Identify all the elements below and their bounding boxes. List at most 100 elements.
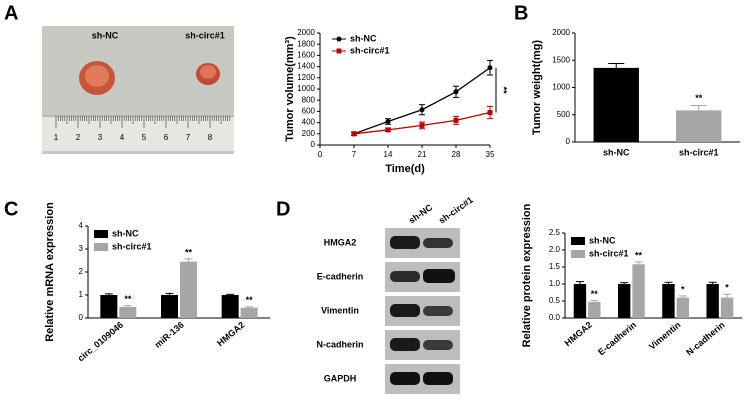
y-tick-label: 1.0 [549, 279, 561, 288]
y-tick-label: 1600 [297, 51, 315, 60]
bar [180, 261, 197, 318]
legend-label: sh-NC [589, 235, 616, 245]
bar [240, 307, 258, 318]
panel-label: A [4, 2, 18, 24]
y-tick-label: 2.0 [549, 245, 561, 254]
ruler-number: 1 [54, 133, 59, 142]
bar [100, 295, 118, 318]
significance: * [681, 284, 685, 294]
significance: ** [635, 250, 643, 260]
legend-swatch [571, 237, 585, 245]
point [487, 110, 493, 116]
y-tick-label: 500 [557, 110, 571, 119]
legend-label: sh-circ#1 [350, 45, 390, 55]
blot-row: GAPDH [324, 373, 357, 383]
point [487, 65, 493, 71]
x-tick-label: 21 [418, 150, 427, 159]
panel-label: C [4, 198, 18, 220]
bar [617, 284, 631, 318]
y-tick-label: 200 [302, 129, 316, 138]
legend-label: sh-circ#1 [112, 241, 152, 251]
y-tick-label: 0 [79, 313, 84, 322]
blot-column: sh-circ#1 [437, 195, 475, 226]
point [453, 117, 459, 123]
y-tick-label: 1 [79, 290, 84, 299]
x-tick-label: 35 [486, 150, 495, 159]
y-tick-label: 0 [566, 137, 571, 146]
blot-row: E-cadherin [317, 271, 364, 281]
y-tick-label: 2000 [297, 28, 315, 37]
blot-row: N-cadherin [316, 339, 363, 349]
y-tick-label: 1200 [297, 73, 315, 82]
bar [593, 67, 639, 142]
x-tick-label: HMGA2 [563, 320, 594, 349]
x-tick-label: 0 [318, 150, 323, 159]
ruler-number: 3 [98, 133, 103, 142]
significance: ** [124, 294, 132, 304]
legend-marker [336, 48, 342, 54]
x-tick-label: sh-NC [603, 147, 630, 157]
tumor-photo [42, 26, 234, 154]
y-tick-label: 800 [302, 95, 316, 104]
x-tick-label: 14 [384, 150, 393, 159]
point [453, 89, 459, 95]
legend-label: sh-NC [112, 228, 139, 238]
y-axis-label: Relative protein expression [521, 203, 533, 347]
x-tick-label: N-cadherin [684, 320, 726, 358]
y-axis-label: Tumor volume(mm³) [284, 36, 296, 142]
y-tick-label: 1500 [552, 55, 570, 64]
photo-label: sh-circ#1 [185, 30, 225, 40]
x-tick-label: 28 [452, 150, 461, 159]
ruler-number: 5 [142, 133, 147, 142]
point [419, 107, 425, 113]
y-tick-label: 3 [79, 244, 84, 253]
panel-label: B [514, 2, 528, 24]
bar [161, 295, 178, 318]
y-tick-label: 1000 [552, 83, 570, 92]
y-tick-label: 1400 [297, 62, 315, 71]
y-tick-label: 400 [302, 118, 316, 127]
bar [588, 302, 601, 318]
panel-label: D [276, 198, 290, 220]
x-tick-label: 7 [352, 150, 357, 159]
y-tick-label: 1800 [297, 39, 315, 48]
legend-swatch [571, 250, 585, 258]
ruler-number: 8 [208, 133, 213, 142]
bar [119, 306, 137, 318]
y-tick-label: 1000 [297, 84, 315, 93]
point [385, 118, 391, 124]
ruler-number: 2 [76, 133, 81, 142]
ruler-number: 6 [164, 133, 169, 142]
x-tick-label: E-cadherin [596, 320, 638, 358]
bar [676, 110, 722, 142]
legend-label: sh-circ#1 [589, 248, 629, 258]
legend-swatch [94, 243, 108, 251]
western-blot [385, 228, 460, 394]
blot-row: HMGA2 [324, 237, 357, 247]
significance: ** [246, 295, 254, 305]
point [419, 122, 425, 128]
y-tick-label: 4 [79, 221, 84, 230]
x-axis-label: Time(d) [385, 163, 425, 175]
legend-marker [336, 36, 342, 42]
x-tick-label: Vimentin [647, 320, 682, 352]
bar [676, 297, 690, 318]
significance: * [725, 283, 729, 293]
bar [632, 264, 645, 318]
x-tick-label: HMGA2 [215, 320, 246, 349]
y-tick-label: 0 [311, 140, 316, 149]
y-tick-label: 2.5 [549, 228, 561, 237]
significance: ** [695, 93, 703, 103]
x-tick-label: circ_0109046 [76, 320, 125, 364]
y-tick-label: 2 [79, 267, 84, 276]
annotation: ** [499, 87, 509, 95]
bar [706, 284, 719, 318]
y-tick-label: 1.5 [549, 262, 561, 271]
significance: ** [591, 289, 599, 299]
y-axis-label: Tumor weight(mg) [531, 40, 543, 135]
ruler-number: 4 [120, 133, 125, 142]
y-tick-label: 2000 [552, 28, 570, 37]
bar [662, 284, 675, 318]
photo-label: sh-NC [92, 30, 119, 40]
